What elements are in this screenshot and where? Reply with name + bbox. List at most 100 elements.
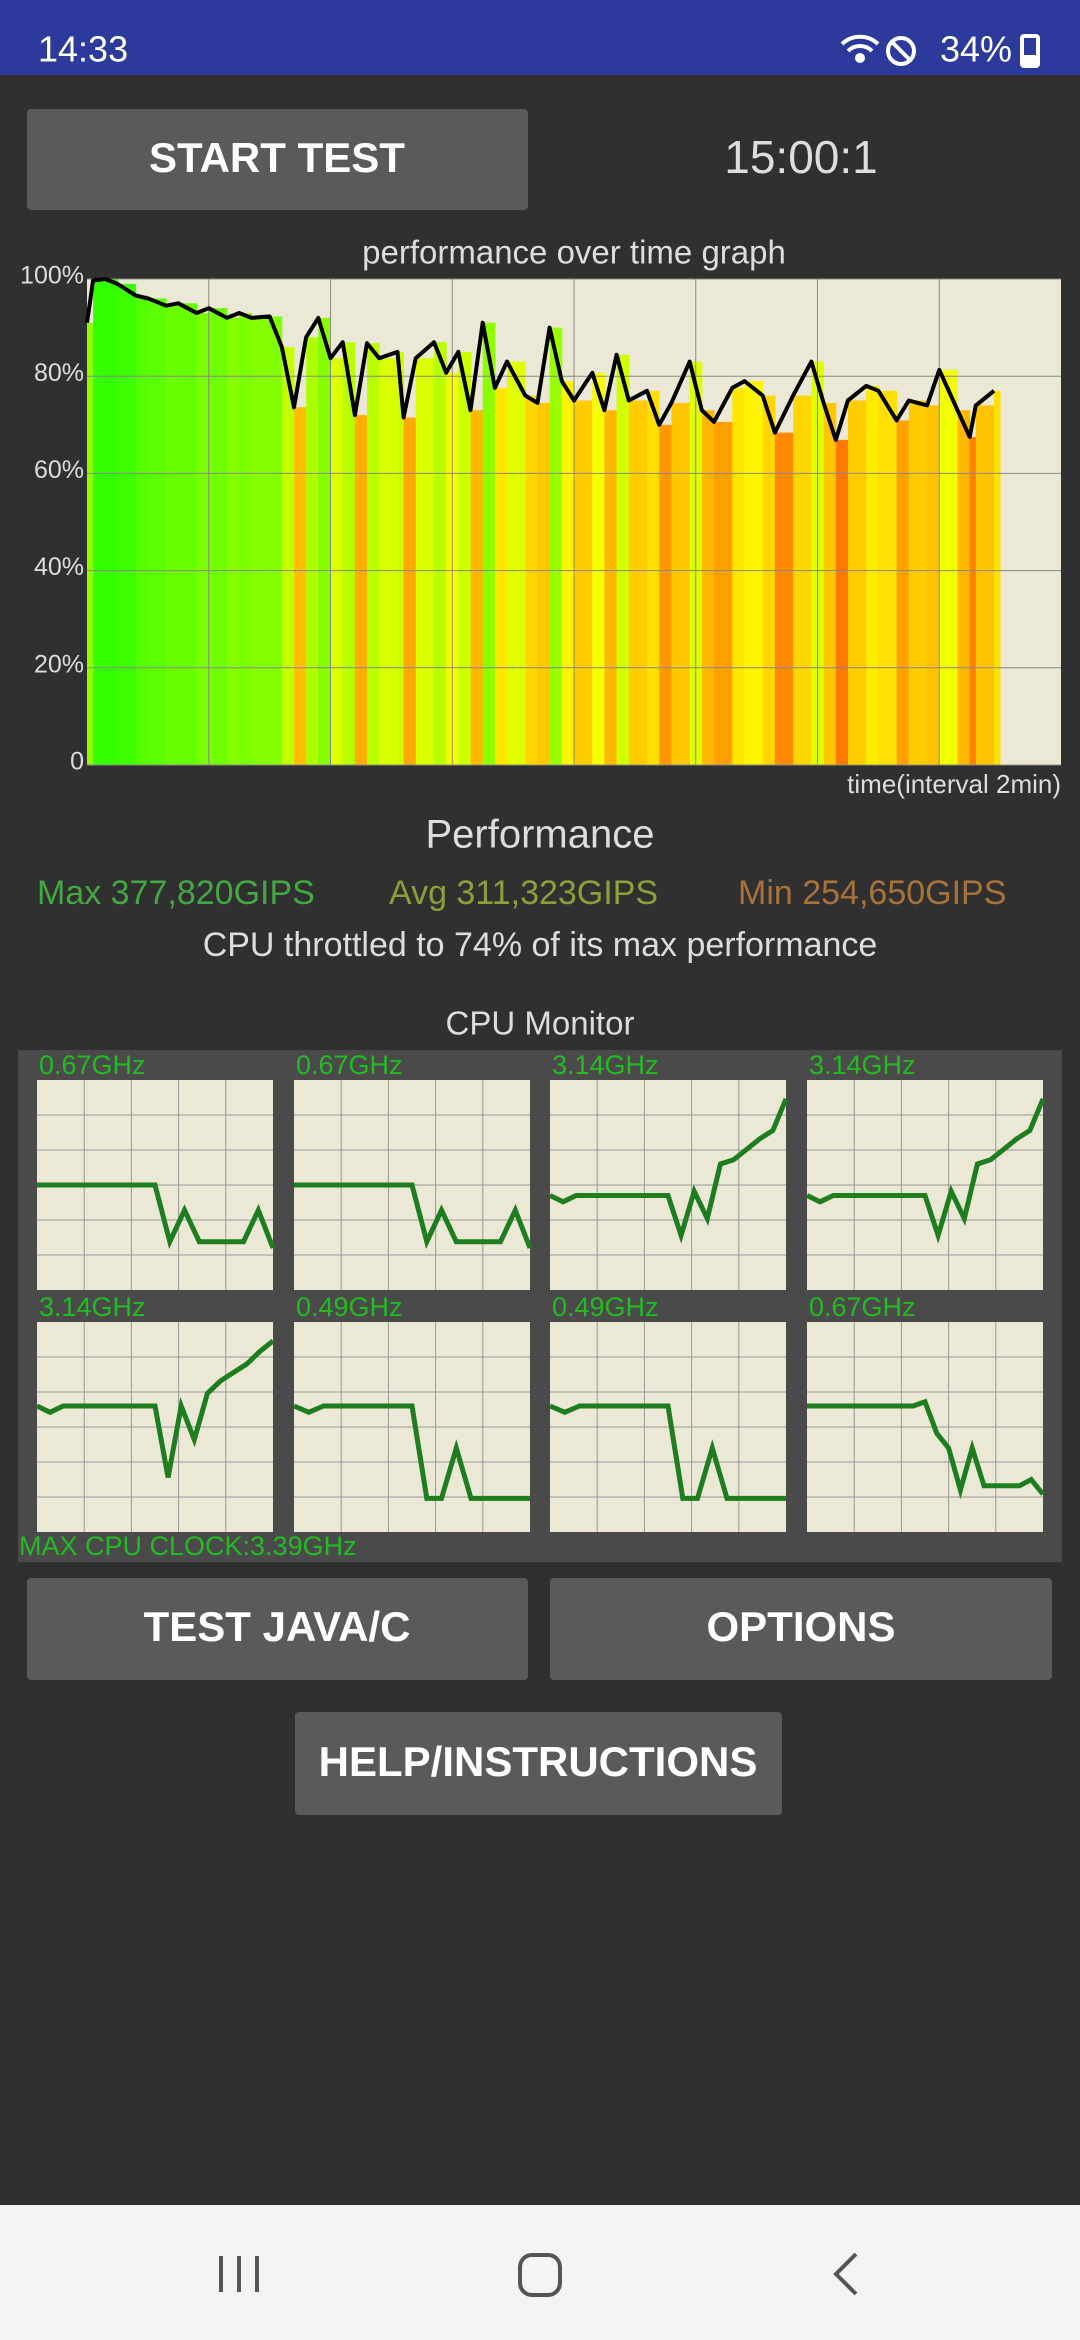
min-performance: Min 254,650GIPS xyxy=(738,874,1006,912)
performance-bar xyxy=(135,295,149,765)
options-button[interactable]: OPTIONS xyxy=(550,1578,1052,1680)
cpu-cores: 0.67GHz 0.67GHz 3.14GHz 3.14GHz 3.14GHz 0.49G… xyxy=(35,1050,1046,1532)
core-line xyxy=(805,1097,1046,1244)
button-bg[interactable] xyxy=(550,1578,1052,1680)
y-tick-label: 0 xyxy=(70,748,84,776)
status-time: 14:33 xyxy=(38,29,128,70)
performance-bar xyxy=(994,390,1001,765)
core-label: 3.14GHz xyxy=(809,1050,916,1080)
performance-bar xyxy=(762,395,776,765)
performance-bar xyxy=(592,372,605,765)
performance-bar xyxy=(847,400,867,765)
x-axis-label: time(interval 2min) xyxy=(847,769,1061,799)
nav-bar xyxy=(0,2205,1080,2340)
core-line xyxy=(549,1403,786,1501)
nav-recents[interactable] xyxy=(219,2256,259,2292)
button-bg[interactable] xyxy=(27,1578,528,1680)
performance-bar xyxy=(507,361,526,765)
performance-bar xyxy=(306,337,319,765)
performance-bar xyxy=(744,381,764,765)
performance-bar xyxy=(525,395,538,765)
performance-bar xyxy=(823,402,837,765)
core-label: 3.14GHz xyxy=(39,1292,146,1322)
performance-bar xyxy=(470,410,484,765)
performance-bar xyxy=(178,303,198,765)
core-label: 3.14GHz xyxy=(552,1050,659,1080)
throttle-text: CPU throttled to 74% of its max performa… xyxy=(203,926,878,964)
performance-bar xyxy=(379,358,398,765)
performance-bar xyxy=(397,351,405,765)
performance-bar xyxy=(969,436,977,765)
performance-bar xyxy=(774,432,794,765)
battery-level xyxy=(1024,55,1036,64)
status-icons xyxy=(840,34,1040,68)
core-line xyxy=(548,1097,789,1244)
performance-bar xyxy=(342,342,356,765)
test-java-button[interactable]: TEST JAVA/C xyxy=(27,1578,528,1680)
max-performance: Max 377,820GIPS xyxy=(37,874,315,912)
performance-bar xyxy=(659,424,672,765)
timer: 15:00:1 xyxy=(724,131,877,183)
performance-title: Performance xyxy=(426,813,655,857)
plot: 0 20% 40% 60% 80% 100% xyxy=(20,262,1061,776)
y-tick-label: 60% xyxy=(34,456,84,484)
core-line xyxy=(807,1398,1045,1500)
performance-bar xyxy=(87,322,94,765)
performance-bar xyxy=(732,387,745,765)
performance-bar xyxy=(269,316,283,765)
button-bg[interactable] xyxy=(295,1712,782,1815)
performance-bar xyxy=(458,351,472,765)
performance-bar xyxy=(628,400,648,765)
performance-line xyxy=(85,277,996,442)
cpu-monitor-title: CPU Monitor xyxy=(446,1005,635,1042)
y-tick-label: 20% xyxy=(34,650,84,678)
performance-bar xyxy=(793,395,812,765)
performance-bar xyxy=(537,402,551,765)
performance-bar xyxy=(714,421,733,765)
performance-bar xyxy=(354,415,368,765)
core-line xyxy=(294,1182,533,1250)
performance-bar xyxy=(604,410,618,765)
core-label: 0.67GHz xyxy=(296,1050,403,1080)
performance-bar xyxy=(117,283,137,765)
performance-bar xyxy=(835,439,849,765)
performance-bar xyxy=(939,369,959,765)
performance-bar xyxy=(878,390,898,765)
button-bg[interactable] xyxy=(27,109,528,210)
performance-bar xyxy=(227,317,240,765)
performance-bar xyxy=(561,381,575,765)
battery-icon xyxy=(1020,34,1040,68)
button-label[interactable]: OPTIONS xyxy=(706,1603,895,1650)
performance-bar xyxy=(330,358,344,765)
performance-bar xyxy=(251,317,271,765)
performance-bar xyxy=(196,313,210,765)
performance-bar xyxy=(647,390,660,765)
graph-title: performance over time graph xyxy=(362,234,786,271)
button-label[interactable]: HELP/INSTRUCTIONS xyxy=(319,1738,758,1785)
dnd-icon xyxy=(886,36,916,66)
performance-bar xyxy=(281,347,295,765)
status-bar xyxy=(0,0,1080,75)
start-test-button[interactable]: START TEST xyxy=(27,109,528,210)
performance-bar xyxy=(957,410,971,765)
nav-back[interactable] xyxy=(833,2252,858,2296)
y-tick-label: 40% xyxy=(34,553,84,581)
performance-bar xyxy=(975,405,995,765)
performance-bar xyxy=(896,420,910,765)
performance-bar xyxy=(415,358,435,765)
performance-bar xyxy=(927,405,940,765)
core-line xyxy=(293,1403,530,1501)
performance-bar xyxy=(239,313,252,765)
performance-bar xyxy=(616,354,630,765)
performance-bar xyxy=(318,317,331,765)
performance-bar xyxy=(494,387,508,765)
wifi-dot xyxy=(855,53,865,63)
help-button[interactable]: HELP/INSTRUCTIONS xyxy=(295,1712,782,1815)
button-label[interactable]: START TEST xyxy=(149,134,405,181)
performance-bar xyxy=(433,342,447,765)
nav-home[interactable] xyxy=(518,2253,562,2297)
performance-bar xyxy=(482,322,496,765)
performance-bar xyxy=(166,305,179,765)
button-label[interactable]: TEST JAVA/C xyxy=(144,1603,411,1650)
